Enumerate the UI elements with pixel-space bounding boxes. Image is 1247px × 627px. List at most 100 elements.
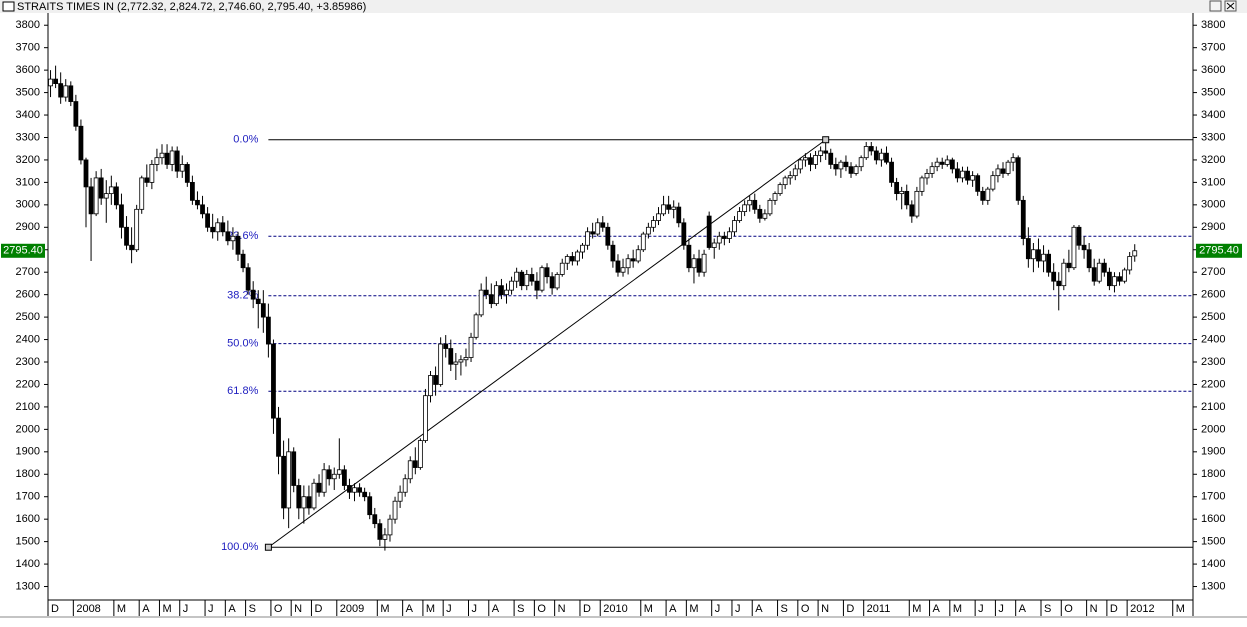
candle-body [696,258,702,273]
candle-body [139,177,145,210]
candle-body [306,496,312,509]
candle-body [803,157,808,161]
y-tick-label: 3100 [1201,176,1225,188]
candle-body [276,417,281,457]
candle-body [392,500,398,520]
candle-body [473,314,479,338]
x-tick-label: S [1044,603,1051,615]
candle-body [706,215,712,248]
candle-body [159,152,165,159]
candle-body [144,177,150,183]
candle-body [124,226,129,246]
last-price-box [1,243,45,258]
candle-body [397,491,403,502]
candle-body [1101,262,1107,273]
candle-body [1056,280,1062,287]
candle-body [640,233,646,251]
y-tick-label: 2600 [1201,289,1225,301]
candle-body [676,206,682,224]
candle-body [78,125,84,161]
candle-body [960,170,965,179]
candle-body [245,267,251,291]
x-tick-label: J [446,603,452,615]
candle-body [1031,249,1036,260]
y-tick-label: 3600 [1201,64,1225,76]
candle-body [671,206,677,210]
y-tick-label: 1500 [16,536,40,548]
candle-body [995,168,1001,177]
candle-body [899,190,905,195]
x-tick-label: D [583,603,591,615]
x-tick-label: N [294,603,302,615]
candle-body [58,83,64,98]
last-price-label: 2795.40 [1199,245,1239,257]
candle-body [321,469,327,493]
candle-body [833,164,839,170]
candle-body [1122,269,1128,282]
candle-body [873,150,879,161]
candle-body [828,152,834,165]
candle-body [564,256,570,264]
candle-body [929,166,935,174]
last-price-label: 2795.40 [3,245,43,257]
candle-body [1066,262,1072,269]
x-tick-label: A [755,603,763,615]
y-tick-label: 2500 [1201,311,1225,323]
candle-body [884,152,889,163]
y-tick-label: 2300 [1201,356,1225,368]
candle-body [934,161,940,168]
fib-label: 61.8% [227,385,258,397]
y-tick-label: 2100 [16,401,40,413]
candle-body [889,161,894,183]
restore-button[interactable] [1209,0,1222,12]
candle-body [493,285,499,305]
candle-body [656,213,661,221]
candle-body [701,253,707,273]
y-tick-label: 2500 [16,311,40,323]
y-tick-label: 1900 [16,446,40,458]
candle-body [651,220,656,228]
candle-body [1096,262,1102,282]
candle-body [1132,250,1138,257]
x-tick-label: M [953,603,962,615]
candle-body [291,451,297,486]
x-tick-label: M [689,603,698,615]
y-tick-label: 1600 [1201,513,1225,525]
y-tick-label: 3100 [16,176,40,188]
candle-body [215,222,221,233]
candle-body [255,298,261,305]
candle-body [727,231,732,239]
candle-body [154,157,160,165]
candle-body [189,181,195,201]
y-tick-label: 3300 [16,131,40,143]
x-tick-label: A [492,603,500,615]
candle-body [448,348,454,365]
candle-body [1127,256,1133,271]
candle-body [1076,226,1082,246]
candle-body [357,487,362,493]
candle-body [240,253,246,269]
y-tick-label: 2200 [1201,378,1225,390]
candle-body [509,280,514,291]
candle-body [808,157,813,165]
y-tick-label: 2700 [16,266,40,278]
candle-body [747,199,753,206]
candle-body [580,244,585,253]
candle-body [478,289,484,316]
candle-body [210,226,216,233]
candle-body [990,175,996,190]
x-tick-label: S [517,603,524,615]
candle-body [615,260,621,273]
candle-body [716,235,722,244]
candle-body [752,199,758,210]
x-tick-label: J [472,603,478,615]
candle-body [230,235,236,242]
candle-body [519,271,525,287]
fib-anchor [822,136,830,144]
candle-body [463,357,469,361]
candle-body [63,85,69,98]
x-tick-label: J [998,603,1004,615]
candle-body [184,164,190,183]
candle-body [625,258,631,269]
candle-body [818,150,824,156]
